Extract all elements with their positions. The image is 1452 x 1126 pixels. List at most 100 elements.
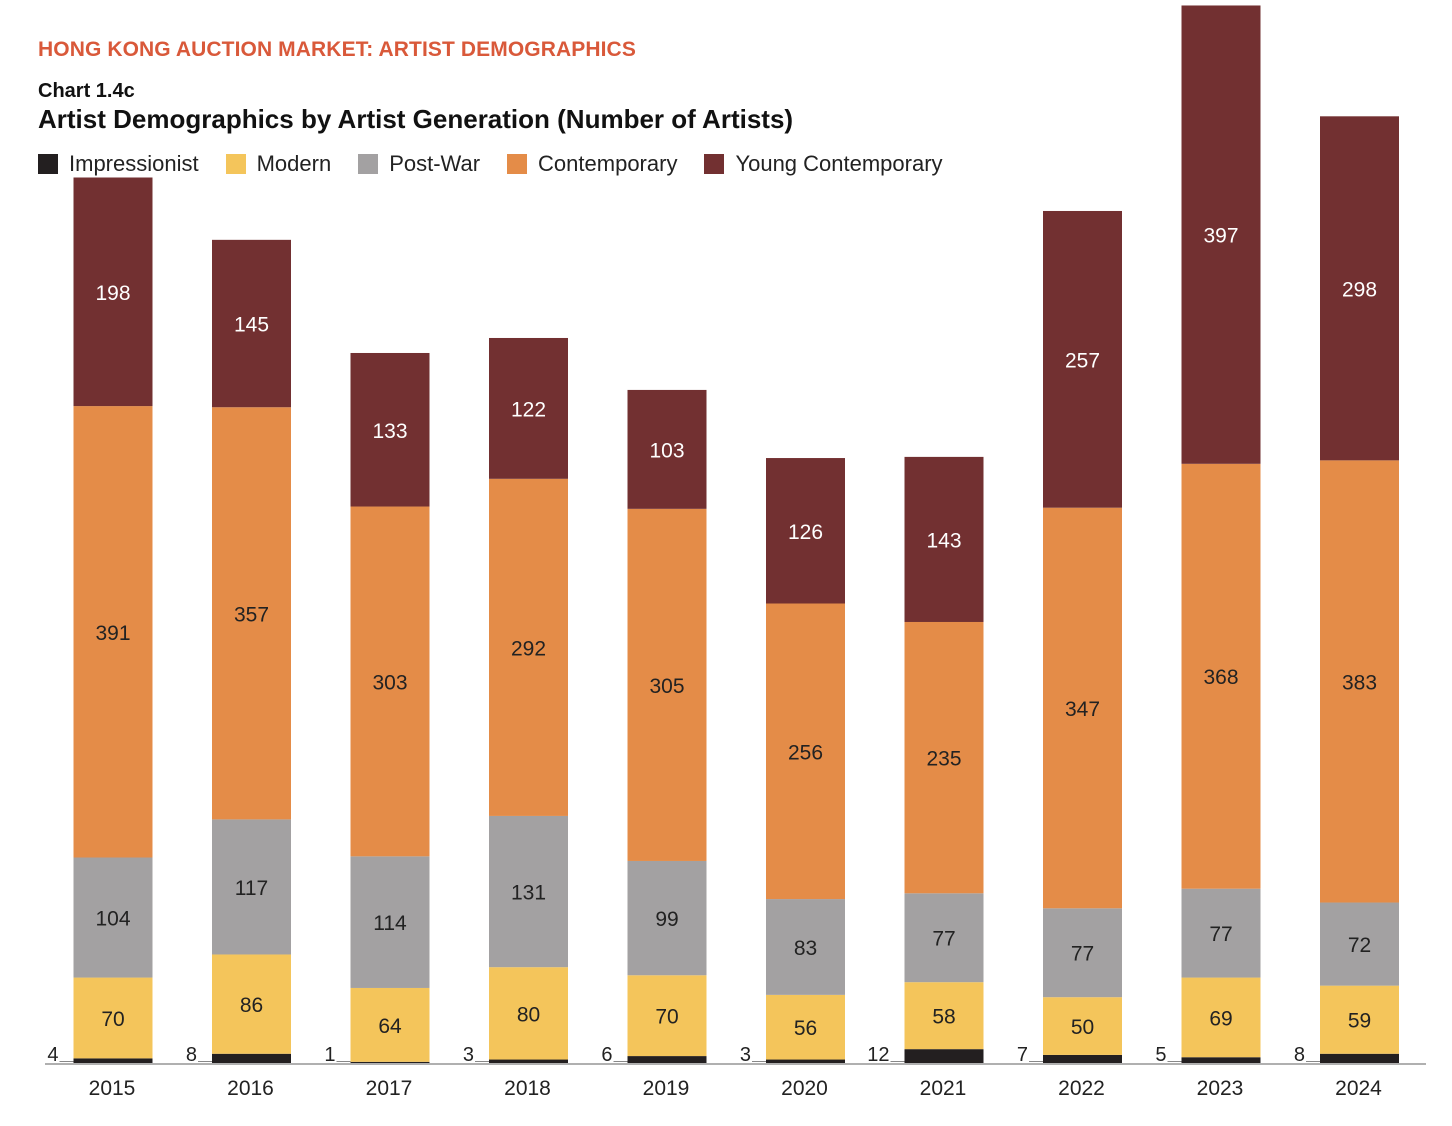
data-label-modern-2016: 86	[240, 994, 263, 1017]
data-label-post-war-2023: 77	[1209, 923, 1232, 946]
data-label-young-contemporary-2024: 298	[1342, 278, 1377, 301]
bar-segment-contemporary-2015	[73, 406, 153, 858]
chart-title: Artist Demographics by Artist Generation…	[38, 104, 794, 134]
legend-label-modern: Modern	[256, 151, 332, 176]
bar-segment-young-contemporary-2024	[1320, 116, 1399, 461]
data-label-young-contemporary-2023: 397	[1203, 225, 1238, 248]
data-label-impressionist-2022: 7	[1017, 1044, 1028, 1066]
bar-segment-modern-2018	[489, 967, 568, 1060]
bar-segment-contemporary-2020	[766, 603, 845, 900]
data-label-young-contemporary-2021: 143	[926, 529, 961, 552]
bar-segment-post-war-2016	[212, 819, 291, 955]
section-kicker: HONG KONG AUCTION MARKET: ARTIST DEMOGRA…	[38, 38, 636, 61]
bar-segment-young-contemporary-2020	[766, 458, 845, 604]
data-label-contemporary-2018: 292	[511, 637, 546, 660]
data-label-modern-2022: 50	[1071, 1016, 1094, 1039]
bar-segment-young-contemporary-2017	[350, 352, 430, 507]
legend-label-impressionist: Impressionist	[69, 151, 199, 176]
bar-segment-modern-2022	[1043, 997, 1122, 1055]
legend-item-impressionist: Impressionist	[38, 151, 199, 177]
legend-item-post-war: Post-War	[358, 151, 480, 177]
bar-segment-post-war-2017	[350, 856, 430, 988]
bar-segment-young-contemporary-2015	[73, 177, 153, 407]
legend-item-contemporary: Contemporary	[507, 151, 677, 177]
data-label-impressionist-2020: 3	[740, 1044, 751, 1066]
bar-segment-contemporary-2021	[904, 621, 984, 894]
legend-swatch-post-war	[358, 154, 379, 174]
bar-segment-contemporary-2019	[627, 508, 707, 861]
legend-swatch-modern	[225, 154, 246, 174]
data-label-young-contemporary-2015: 198	[95, 282, 130, 305]
data-label-young-contemporary-2017: 133	[372, 420, 407, 443]
x-tick-label-2017: 2017	[366, 1077, 413, 1100]
bar-segment-impressionist-2020	[766, 1059, 845, 1063]
legend-swatch-impressionist	[38, 154, 58, 174]
bar-segment-modern-2024	[1320, 985, 1399, 1054]
bar-segment-young-contemporary-2016	[212, 239, 291, 408]
bar-segment-contemporary-2018	[489, 478, 568, 816]
data-label-post-war-2016: 117	[235, 877, 268, 900]
bar-segment-impressionist-2016	[212, 1053, 291, 1063]
data-label-impressionist-2016: 8	[186, 1044, 197, 1066]
x-tick-label-2022: 2022	[1058, 1077, 1105, 1100]
data-label-impressionist-2017: 1	[324, 1044, 335, 1066]
data-label-young-contemporary-2022: 257	[1065, 349, 1100, 372]
data-label-modern-2021: 58	[932, 1006, 955, 1029]
bar-segment-contemporary-2024	[1320, 460, 1399, 903]
data-label-post-war-2019: 99	[655, 908, 678, 931]
bar-segment-impressionist-2017	[350, 1061, 430, 1063]
bar-segment-impressionist-2022	[1043, 1054, 1122, 1063]
chart-legend: Impressionist Modern Post-War Contempora…	[38, 151, 970, 177]
data-label-modern-2023: 69	[1209, 1007, 1232, 1030]
data-label-contemporary-2019: 305	[649, 675, 684, 698]
legend-swatch-young-contemporary	[704, 154, 725, 174]
bar-segment-young-contemporary-2022	[1043, 210, 1122, 508]
data-label-contemporary-2020: 256	[788, 741, 823, 764]
x-tick-label-2021: 2021	[920, 1077, 967, 1100]
data-label-impressionist-2015: 4	[47, 1044, 58, 1066]
bar-segment-modern-2019	[627, 975, 707, 1057]
x-tick-label-2024: 2024	[1335, 1077, 1382, 1100]
data-label-contemporary-2024: 383	[1342, 671, 1377, 694]
bar-segment-contemporary-2016	[212, 407, 291, 820]
bar-segment-contemporary-2017	[350, 506, 430, 857]
data-label-modern-2024: 59	[1348, 1010, 1371, 1033]
legend-label-post-war: Post-War	[389, 151, 481, 176]
data-label-post-war-2024: 72	[1348, 934, 1371, 957]
x-tick-label-2016: 2016	[227, 1077, 274, 1100]
data-label-young-contemporary-2016: 145	[234, 314, 269, 337]
x-tick-label-2020: 2020	[781, 1077, 828, 1100]
bar-segment-post-war-2024	[1320, 902, 1399, 986]
bar-segment-post-war-2018	[489, 815, 568, 968]
data-label-young-contemporary-2020: 126	[788, 521, 823, 544]
data-label-contemporary-2023: 368	[1203, 666, 1238, 689]
data-label-modern-2020: 56	[794, 1017, 817, 1040]
data-label-impressionist-2024: 8	[1294, 1044, 1305, 1066]
bar-segment-young-contemporary-2019	[627, 389, 707, 509]
data-label-post-war-2020: 83	[794, 937, 817, 960]
bar-segment-contemporary-2023	[1181, 463, 1261, 889]
data-label-impressionist-2019: 6	[601, 1044, 612, 1066]
data-label-modern-2019: 70	[655, 1006, 678, 1029]
data-label-modern-2015: 70	[101, 1008, 124, 1031]
data-label-post-war-2018: 131	[511, 882, 546, 905]
bar-segment-modern-2023	[1181, 977, 1261, 1058]
chart-number: Chart 1.4c	[38, 80, 135, 102]
bar-segment-post-war-2019	[627, 860, 707, 976]
bar-segment-impressionist-2019	[627, 1056, 707, 1063]
bar-segment-young-contemporary-2021	[904, 456, 984, 622]
data-label-young-contemporary-2019: 103	[649, 439, 684, 462]
x-tick-label-2018: 2018	[504, 1077, 551, 1100]
bar-segment-post-war-2015	[73, 857, 153, 978]
bar-segment-impressionist-2018	[489, 1059, 568, 1063]
data-label-contemporary-2021: 235	[926, 748, 961, 771]
x-tick-label-2023: 2023	[1197, 1077, 1244, 1100]
bar-segment-modern-2020	[766, 994, 845, 1060]
data-label-contemporary-2015: 391	[95, 622, 130, 645]
bar-segment-impressionist-2021	[904, 1049, 984, 1063]
bar-segment-young-contemporary-2018	[489, 337, 568, 479]
bar-segment-impressionist-2023	[1181, 1057, 1261, 1063]
x-tick-label-2019: 2019	[643, 1077, 690, 1100]
data-label-impressionist-2023: 5	[1155, 1044, 1166, 1066]
